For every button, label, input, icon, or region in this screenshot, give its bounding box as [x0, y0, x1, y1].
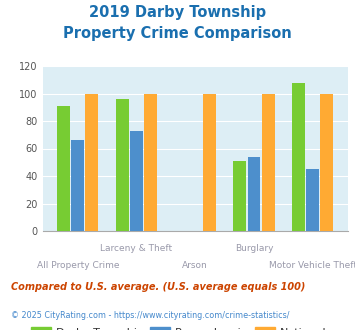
Bar — [203, 93, 216, 231]
Text: © 2025 CityRating.com - https://www.cityrating.com/crime-statistics/: © 2025 CityRating.com - https://www.city… — [11, 311, 289, 320]
Bar — [292, 82, 305, 231]
Bar — [116, 99, 129, 231]
Bar — [130, 131, 143, 231]
Bar — [320, 93, 333, 231]
Bar — [57, 106, 70, 231]
Text: Property Crime Comparison: Property Crime Comparison — [63, 26, 292, 41]
Text: Motor Vehicle Theft: Motor Vehicle Theft — [269, 261, 355, 270]
Text: Burglary: Burglary — [235, 244, 273, 253]
Legend: Darby Township, Pennsylvania, National: Darby Township, Pennsylvania, National — [27, 322, 331, 330]
Bar — [234, 161, 246, 231]
Bar — [71, 140, 84, 231]
Text: All Property Crime: All Property Crime — [37, 261, 119, 270]
Bar — [86, 93, 98, 231]
Bar — [262, 93, 274, 231]
Text: Larceny & Theft: Larceny & Theft — [100, 244, 173, 253]
Bar — [144, 93, 157, 231]
Bar — [306, 169, 319, 231]
Bar — [247, 157, 261, 231]
Text: Compared to U.S. average. (U.S. average equals 100): Compared to U.S. average. (U.S. average … — [11, 282, 305, 292]
Text: Arson: Arson — [182, 261, 208, 270]
Text: 2019 Darby Township: 2019 Darby Township — [89, 5, 266, 20]
